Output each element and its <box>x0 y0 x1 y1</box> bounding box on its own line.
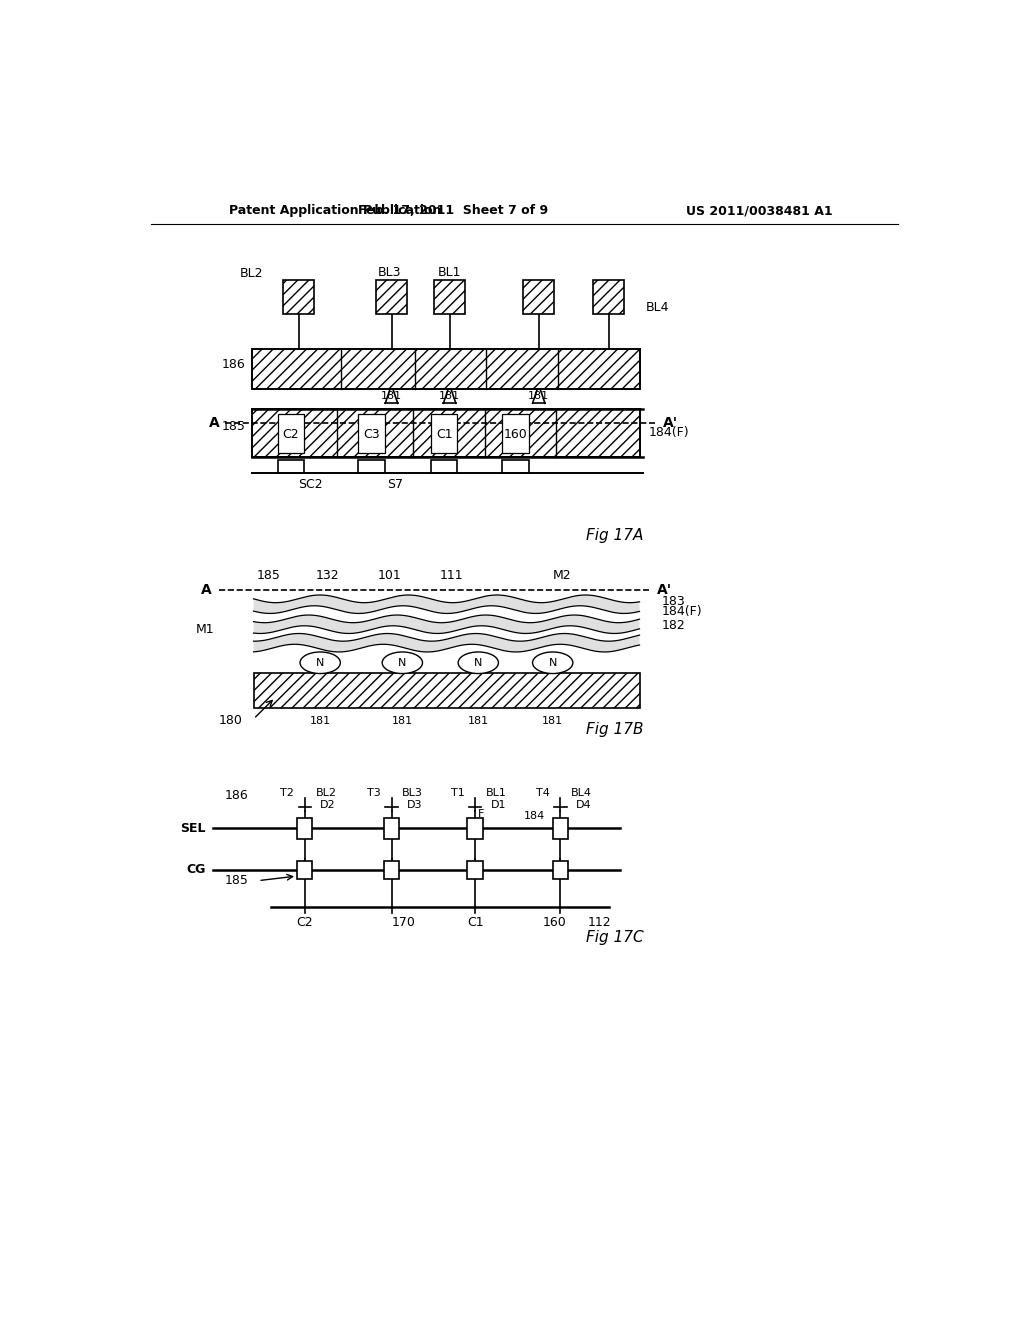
Ellipse shape <box>300 652 340 673</box>
Text: Patent Application Publication: Patent Application Publication <box>228 205 441 218</box>
Bar <box>252 350 640 389</box>
Bar <box>503 461 528 473</box>
Bar <box>297 817 312 840</box>
Text: BL1: BL1 <box>486 788 507 797</box>
Text: 132: 132 <box>316 569 340 582</box>
Text: 182: 182 <box>662 619 685 631</box>
Text: 183: 183 <box>662 594 685 607</box>
Text: F: F <box>478 809 484 820</box>
Text: BL2: BL2 <box>315 788 337 797</box>
Ellipse shape <box>532 652 572 673</box>
Text: T1: T1 <box>451 788 464 797</box>
Text: 181: 181 <box>309 715 331 726</box>
Text: D4: D4 <box>575 800 592 810</box>
Text: 111: 111 <box>440 569 464 582</box>
Text: 185: 185 <box>222 420 246 433</box>
Text: Fig 17B: Fig 17B <box>586 722 643 738</box>
Bar <box>553 861 568 879</box>
Text: D1: D1 <box>490 800 506 810</box>
Text: BL3: BL3 <box>402 788 423 797</box>
Bar <box>431 414 458 453</box>
Text: M2: M2 <box>553 569 571 582</box>
Text: D3: D3 <box>407 800 423 810</box>
Bar <box>384 817 399 840</box>
Text: C1: C1 <box>467 916 483 929</box>
Text: 181: 181 <box>468 715 488 726</box>
Bar <box>431 461 458 473</box>
Bar <box>384 861 399 879</box>
Bar <box>278 414 304 453</box>
Text: BL2: BL2 <box>240 268 263 280</box>
Bar <box>503 414 528 453</box>
Bar <box>593 280 624 314</box>
Bar <box>358 461 385 473</box>
Text: 184(F): 184(F) <box>649 426 689 440</box>
Bar <box>297 861 312 879</box>
Text: M1: M1 <box>197 623 215 636</box>
Text: T2: T2 <box>280 788 294 797</box>
Text: S7: S7 <box>387 478 403 491</box>
Text: Fig 17C: Fig 17C <box>586 931 643 945</box>
Text: A: A <box>209 416 219 430</box>
Text: T3: T3 <box>367 788 381 797</box>
Text: 181: 181 <box>542 715 563 726</box>
Text: D2: D2 <box>321 800 336 810</box>
Text: 184(F): 184(F) <box>662 605 701 618</box>
Text: 186: 186 <box>222 358 246 371</box>
Text: 185: 185 <box>224 874 248 887</box>
Text: BL4: BL4 <box>571 788 592 797</box>
Text: C1: C1 <box>436 428 453 441</box>
Text: T4: T4 <box>536 788 550 797</box>
Bar <box>467 817 483 840</box>
Text: 101: 101 <box>378 569 401 582</box>
Text: C3: C3 <box>364 428 380 441</box>
Bar <box>467 861 483 879</box>
Bar <box>283 280 314 314</box>
Text: BL3: BL3 <box>378 265 401 279</box>
Text: C2: C2 <box>296 916 313 929</box>
Bar <box>358 414 385 453</box>
Text: Feb. 17, 2011  Sheet 7 of 9: Feb. 17, 2011 Sheet 7 of 9 <box>358 205 549 218</box>
Text: 186: 186 <box>224 789 248 803</box>
Bar <box>523 280 554 314</box>
Text: BL4: BL4 <box>646 301 670 314</box>
Text: 160: 160 <box>543 916 566 929</box>
Text: BL1: BL1 <box>438 265 462 279</box>
Text: N: N <box>474 657 482 668</box>
Text: Fig 17A: Fig 17A <box>586 528 643 544</box>
Text: CG: CG <box>186 863 206 876</box>
Text: N: N <box>398 657 407 668</box>
Bar <box>254 673 640 708</box>
Text: A': A' <box>656 582 672 597</box>
Bar <box>278 461 304 473</box>
Text: 185: 185 <box>257 569 281 582</box>
Text: 181: 181 <box>381 391 402 400</box>
Bar <box>252 409 640 457</box>
Text: A': A' <box>663 416 678 430</box>
Text: 181: 181 <box>392 715 413 726</box>
Text: US 2011/0038481 A1: US 2011/0038481 A1 <box>686 205 833 218</box>
Text: 181: 181 <box>439 391 460 400</box>
Ellipse shape <box>458 652 499 673</box>
Text: C2: C2 <box>283 428 299 441</box>
Ellipse shape <box>382 652 423 673</box>
Bar <box>434 280 465 314</box>
Text: A: A <box>201 582 212 597</box>
Text: 112: 112 <box>588 916 611 929</box>
Text: N: N <box>549 657 557 668</box>
Text: 180: 180 <box>219 714 243 727</box>
Bar <box>376 280 407 314</box>
Text: 160: 160 <box>504 428 527 441</box>
Bar <box>553 817 568 840</box>
Text: 170: 170 <box>391 916 415 929</box>
Text: 181: 181 <box>528 391 549 400</box>
Text: SEL: SEL <box>180 822 206 834</box>
Text: SC2: SC2 <box>298 478 323 491</box>
Text: 184: 184 <box>524 810 546 821</box>
Text: N: N <box>316 657 325 668</box>
